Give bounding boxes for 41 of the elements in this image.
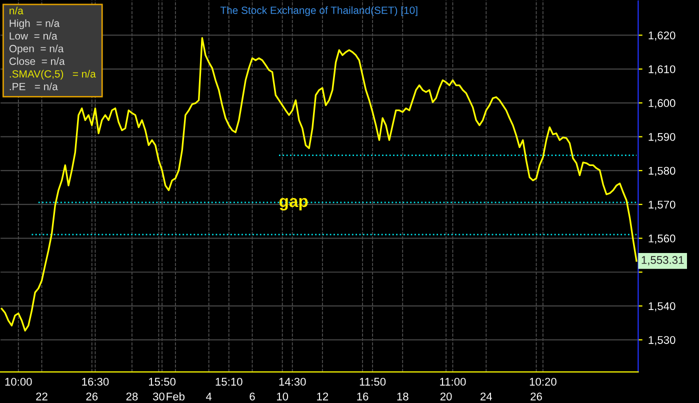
x-tick-label: 26: [86, 392, 98, 400]
x-tick-label: 30: [152, 392, 164, 400]
x-tick-label: 10:20: [530, 378, 556, 386]
x-tick-label: 11:00: [440, 378, 466, 386]
annotation: gap: [279, 198, 308, 210]
annotation: Low = n/a: [10, 32, 58, 40]
x-tick-label: 4: [206, 392, 212, 400]
x-tick-label: 18: [397, 392, 408, 400]
y-tick-label: 1,540: [648, 302, 676, 312]
y-tick-label: 1,530: [648, 336, 676, 346]
text: 1,553.31: [642, 256, 684, 266]
annotation: .SMAV(C,5) = n/a: [10, 70, 96, 80]
x-tick-label: 12: [317, 392, 328, 400]
x-tick-label: 15:50: [149, 378, 176, 386]
x-tick-label: 10: [277, 392, 288, 400]
y-tick-label: 1,620: [648, 31, 676, 41]
y-tick-label: 1,580: [648, 166, 676, 176]
annotation: High = n/a: [10, 19, 60, 30]
x-tick-label: 20: [440, 392, 452, 400]
x-tick-label: 11:50: [360, 378, 386, 386]
y-tick-label: 1,560: [648, 234, 676, 244]
x-tick-label: 24: [480, 392, 492, 400]
x-tick-label: 16:30: [82, 378, 109, 386]
y-tick-label: 1,600: [648, 99, 676, 108]
annotation: Close = n/a: [9, 57, 65, 65]
text: The Stock Exchange of Thailand(SET) [10]: [220, 6, 418, 16]
annotation: .PE = n/a: [10, 82, 58, 90]
annotation: n/a: [10, 6, 24, 14]
y-tick-label: 1,590: [648, 133, 676, 142]
y-tick-label: 1,610: [648, 65, 676, 74]
x-tick-label: 14:30: [279, 378, 306, 386]
x-tick-label: 26: [530, 392, 542, 400]
x-tick-label: 10:00: [5, 378, 32, 386]
y-tick-label: 1,570: [648, 200, 676, 210]
x-tick-label: 15:10: [216, 378, 242, 386]
x-tick-label: 6: [250, 392, 255, 400]
annotation: Open = n/a: [9, 44, 64, 54]
x-tick-label: 16: [357, 392, 368, 400]
x-tick-label: 28: [126, 392, 138, 400]
x-tick-label: 22: [36, 392, 48, 400]
x-tick-label: Feb: [166, 392, 185, 400]
